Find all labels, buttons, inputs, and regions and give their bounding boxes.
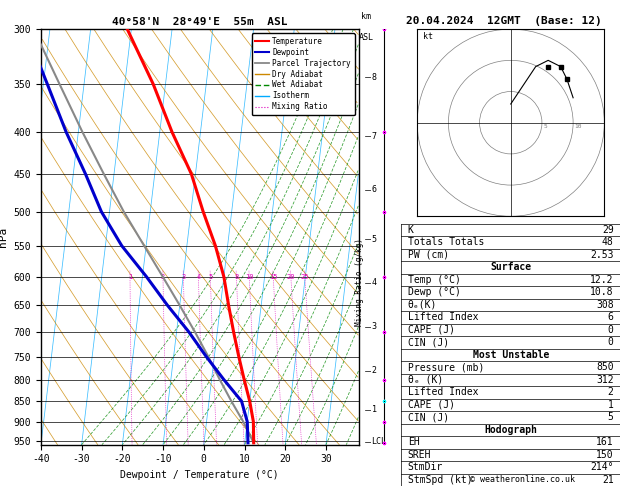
- Text: LCL: LCL: [372, 437, 387, 446]
- Bar: [401, 473, 620, 486]
- Bar: [401, 236, 620, 248]
- Legend: Temperature, Dewpoint, Parcel Trajectory, Dry Adiabat, Wet Adiabat, Isotherm, Mi: Temperature, Dewpoint, Parcel Trajectory…: [252, 33, 355, 115]
- Text: Mixing Ratio (g/kg): Mixing Ratio (g/kg): [355, 238, 364, 326]
- Text: 2: 2: [608, 387, 614, 397]
- Bar: [401, 336, 620, 348]
- Text: 2: 2: [161, 274, 165, 280]
- Text: CIN (J): CIN (J): [408, 337, 449, 347]
- Text: 3: 3: [372, 322, 377, 331]
- Text: 0: 0: [608, 337, 614, 347]
- Text: Lifted Index: Lifted Index: [408, 312, 479, 322]
- Text: 6: 6: [608, 312, 614, 322]
- Text: θₑ(K): θₑ(K): [408, 300, 437, 310]
- Text: θₑ (K): θₑ (K): [408, 375, 443, 385]
- Bar: [401, 461, 620, 473]
- Text: 150: 150: [596, 450, 614, 460]
- Text: Surface: Surface: [490, 262, 532, 272]
- Text: Totals Totals: Totals Totals: [408, 237, 484, 247]
- Bar: [401, 361, 620, 374]
- Bar: [401, 449, 620, 461]
- Bar: [401, 274, 620, 286]
- Bar: [401, 248, 620, 261]
- Y-axis label: hPa: hPa: [0, 227, 8, 247]
- Bar: [401, 286, 620, 298]
- Text: Most Unstable: Most Unstable: [472, 350, 549, 360]
- Text: 5: 5: [372, 235, 377, 243]
- Text: 4: 4: [372, 278, 377, 287]
- Text: 20.04.2024  12GMT  (Base: 12): 20.04.2024 12GMT (Base: 12): [406, 16, 601, 26]
- Text: 12.2: 12.2: [590, 275, 614, 285]
- Bar: [401, 399, 620, 411]
- Text: 850: 850: [596, 362, 614, 372]
- Text: 8: 8: [235, 274, 238, 280]
- Text: 214°: 214°: [590, 462, 614, 472]
- Text: Lifted Index: Lifted Index: [408, 387, 479, 397]
- Text: 1: 1: [608, 400, 614, 410]
- Text: 21: 21: [602, 475, 614, 485]
- Text: 312: 312: [596, 375, 614, 385]
- Text: StmSpd (kt): StmSpd (kt): [408, 475, 472, 485]
- Text: 10: 10: [574, 124, 582, 129]
- Bar: [401, 374, 620, 386]
- Text: © weatheronline.co.uk: © weatheronline.co.uk: [470, 474, 574, 484]
- Text: EH: EH: [408, 437, 420, 447]
- Text: kt: kt: [423, 32, 433, 40]
- Text: PW (cm): PW (cm): [408, 250, 449, 260]
- Text: StmDir: StmDir: [408, 462, 443, 472]
- Text: 2: 2: [372, 366, 377, 375]
- Bar: [401, 261, 620, 274]
- Text: Temp (°C): Temp (°C): [408, 275, 461, 285]
- Bar: [401, 324, 620, 336]
- Text: 0: 0: [608, 325, 614, 335]
- Text: 29: 29: [602, 225, 614, 235]
- Bar: [401, 311, 620, 324]
- X-axis label: Dewpoint / Temperature (°C): Dewpoint / Temperature (°C): [120, 470, 279, 480]
- Text: 4: 4: [196, 274, 201, 280]
- Bar: [401, 436, 620, 449]
- Text: 1: 1: [128, 274, 132, 280]
- Text: CIN (J): CIN (J): [408, 412, 449, 422]
- Text: Pressure (mb): Pressure (mb): [408, 362, 484, 372]
- Bar: [401, 411, 620, 423]
- Text: 25: 25: [301, 274, 309, 280]
- Text: K: K: [408, 225, 414, 235]
- Text: 6: 6: [372, 185, 377, 194]
- Text: Hodograph: Hodograph: [484, 425, 537, 435]
- Text: 7: 7: [372, 132, 377, 141]
- Text: 8: 8: [372, 72, 377, 82]
- Text: 5: 5: [608, 412, 614, 422]
- Text: 5: 5: [208, 274, 213, 280]
- Text: 15: 15: [269, 274, 277, 280]
- Bar: [401, 298, 620, 311]
- Bar: [401, 386, 620, 399]
- Text: 20: 20: [287, 274, 295, 280]
- Text: 5: 5: [543, 124, 547, 129]
- Text: 10.8: 10.8: [590, 287, 614, 297]
- Text: CAPE (J): CAPE (J): [408, 400, 455, 410]
- Bar: [401, 423, 620, 436]
- Text: 10: 10: [245, 274, 253, 280]
- Text: SREH: SREH: [408, 450, 431, 460]
- Bar: [401, 348, 620, 361]
- Text: 48: 48: [602, 237, 614, 247]
- Text: 161: 161: [596, 437, 614, 447]
- Text: 3: 3: [181, 274, 186, 280]
- Text: 308: 308: [596, 300, 614, 310]
- Title: 40°58'N  28°49'E  55m  ASL: 40°58'N 28°49'E 55m ASL: [112, 17, 287, 27]
- Text: Dewp (°C): Dewp (°C): [408, 287, 461, 297]
- Text: CAPE (J): CAPE (J): [408, 325, 455, 335]
- Bar: [401, 224, 620, 236]
- Text: km: km: [362, 12, 371, 21]
- Text: ASL: ASL: [359, 34, 374, 42]
- Text: 1: 1: [372, 405, 377, 414]
- Text: 2.53: 2.53: [590, 250, 614, 260]
